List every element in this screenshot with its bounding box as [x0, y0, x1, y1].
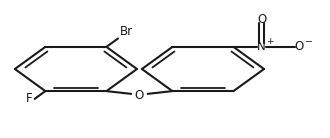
- Text: O: O: [135, 89, 144, 102]
- Text: −: −: [305, 37, 313, 46]
- Text: +: +: [266, 37, 274, 46]
- Text: N: N: [257, 40, 266, 53]
- Text: F: F: [26, 92, 33, 105]
- Text: O: O: [257, 13, 266, 26]
- Text: Br: Br: [120, 25, 133, 38]
- Text: O: O: [295, 40, 304, 53]
